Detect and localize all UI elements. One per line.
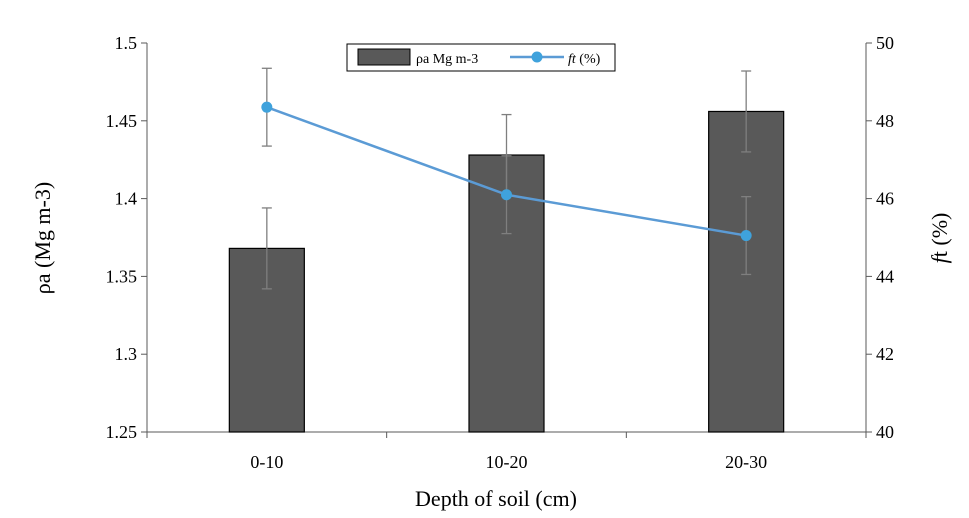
y-right-tick-label: 42	[876, 344, 894, 364]
line-point	[501, 189, 512, 201]
y-axis-right-title-italic: f	[927, 254, 952, 263]
y-left-tick-label: 1.4	[115, 189, 138, 209]
legend-swatch-bar	[357, 48, 411, 66]
line-point	[261, 101, 273, 113]
y-axis-right-title-rest: t (%)	[927, 213, 952, 258]
legend-swatch-marker	[531, 51, 543, 63]
y-right-tick-label: 40	[876, 422, 894, 442]
legend: ρa Mg m-3 ft (%)	[346, 43, 616, 72]
legend-label-line: ft (%)	[568, 52, 601, 67]
y-left-tick-label: 1.25	[106, 422, 138, 442]
y-axis-right-title: ft (%)	[927, 213, 952, 264]
line-point	[740, 230, 752, 242]
y-left-tick-label: 1.3	[115, 344, 138, 364]
y-right-tick-label: 50	[876, 33, 894, 53]
x-tick-label: 10-20	[486, 452, 528, 472]
y-right-tick-label: 48	[876, 111, 894, 131]
legend-label-bar: ρa Mg m-3	[416, 52, 478, 67]
y-left-tick-label: 1.45	[106, 111, 138, 131]
legend-label-line-italic: ft	[568, 52, 577, 67]
legend-label-line-rest: (%)	[576, 52, 601, 67]
y-left-tick-label: 1.35	[106, 266, 138, 286]
y-axis-left-title: ρa (Mg m-3)	[30, 182, 55, 294]
x-axis-title: Depth of soil (cm)	[415, 486, 577, 511]
series-line	[261, 101, 752, 242]
x-tick-label: 20-30	[725, 452, 767, 472]
y-right-tick-label: 46	[876, 189, 894, 209]
y-left-tick-label: 1.5	[115, 33, 138, 53]
y-right-tick-label: 44	[876, 266, 894, 286]
x-tick-label: 0-10	[250, 452, 283, 472]
